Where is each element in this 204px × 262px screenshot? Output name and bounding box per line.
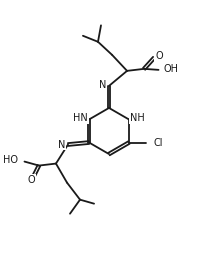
Text: OH: OH xyxy=(163,64,178,74)
Text: NH: NH xyxy=(129,113,144,123)
Text: Cl: Cl xyxy=(153,138,162,148)
Text: O: O xyxy=(154,51,162,61)
Text: N: N xyxy=(58,140,65,150)
Text: O: O xyxy=(27,175,35,185)
Text: HO: HO xyxy=(3,155,18,165)
Text: N: N xyxy=(98,80,105,90)
Text: HN: HN xyxy=(73,113,88,123)
